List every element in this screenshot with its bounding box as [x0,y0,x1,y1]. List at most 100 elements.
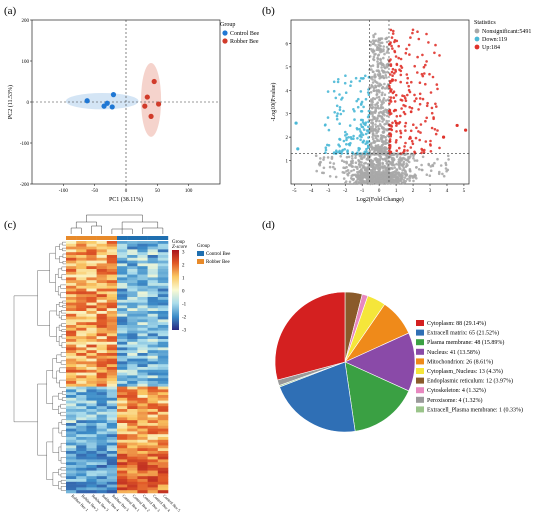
heatmap-cell [86,243,97,247]
heatmap-cell [76,241,87,245]
heatmap-cell [117,336,128,340]
volcano-point [358,79,362,83]
volcano-point [360,100,364,104]
volcano-point [362,105,365,109]
volcano-point [366,157,369,161]
heatmap-cell [157,339,169,343]
volcano-point [362,156,366,159]
volcano-point [399,57,403,61]
heatmap-cell [96,277,108,281]
volcano-point [421,53,424,57]
heatmap-cell [137,476,148,480]
volcano-point [348,164,351,167]
heatmap-cell [76,425,87,429]
heatmap-cell [117,252,128,256]
heatmap-group-label: Group [172,240,185,245]
volcano-point [417,37,421,41]
heatmap-cell [96,479,108,483]
heatmap-cell [66,473,77,477]
volcano-point [362,181,366,185]
volcano-point [423,72,426,75]
volcano-point [434,43,437,47]
heatmap-cell [147,319,159,323]
volcano-point [428,72,431,76]
volcano-point [399,114,402,118]
heatmap-cell [127,302,138,306]
volcano-point [355,99,359,103]
heatmap-cell [157,420,169,424]
volcano-point [406,152,409,156]
heatmap-cell [106,459,118,463]
heatmap-cell [96,364,108,368]
heatmap-cell [147,257,159,261]
pie-slice [344,361,410,432]
volcano-point [356,172,360,176]
heatmap-cell [76,481,87,485]
heatmap-cell [76,311,87,315]
heatmap-cell [147,448,159,452]
heatmap-cell [66,252,77,256]
heatmap-cell [96,302,108,306]
volcano-point [370,111,374,114]
volcano-point [360,178,364,181]
volcano-point [425,173,429,176]
volcano-point [402,178,406,182]
volcano-point [375,93,379,96]
heatmap-cell [117,378,128,382]
volcano-point [399,80,403,84]
volcano-point [382,109,386,113]
volcano-point [404,129,407,132]
volcano-point [382,48,385,51]
heatmap-cell [127,481,138,485]
heatmap-cell [66,358,77,362]
heatmap-cell [86,462,97,466]
heatmap-cell [86,453,97,457]
volcano-point [324,123,327,126]
heatmap-cell [117,476,128,480]
heatmap-cell [117,448,128,452]
heatmap-cell [76,327,87,331]
heatmap-cell [76,389,87,393]
heatmap-cell [147,294,159,298]
volcano-point [364,97,368,101]
heatmap-cell [66,445,77,449]
volcano-point [371,85,374,88]
volcano-point [366,129,370,132]
heatmap-cell [127,462,138,466]
volcano-point [390,70,394,74]
heatmap-cell [106,409,118,413]
heatmap-cell [117,266,128,270]
volcano-point [393,166,397,169]
volcano-point [388,155,392,159]
volcano-point [406,149,409,152]
volcano-point [374,123,377,126]
volcano-point [378,179,382,183]
volcano-point [372,181,376,184]
heatmap-cell [66,316,77,320]
volcano-point [417,108,420,111]
volcano-point [380,37,384,40]
volcano-point [378,119,381,123]
heatmap-cell [86,383,97,387]
heatmap-cell [76,339,87,343]
heatmap-cell [96,333,108,337]
volcano-point [431,164,435,168]
heatmap-cell [86,439,97,443]
volcano-point [430,111,434,115]
volcano-point [381,143,384,147]
volcano-point [395,162,398,166]
heatmap-cell [157,252,169,256]
volcano-point [389,28,393,32]
volcano-point [382,76,386,80]
heatmap-cell [147,456,159,460]
pie-legend-marker [416,396,424,403]
heatmap-cell [76,353,87,357]
heatmap-cell [137,456,148,460]
heatmap-cell [106,470,118,474]
heatmap-cell [147,241,159,245]
volcano-point [332,80,336,84]
heatmap-cell [137,383,148,387]
heatmap-cell [137,285,148,289]
heatmap-cell [157,453,169,457]
heatmap-cell [96,288,108,292]
